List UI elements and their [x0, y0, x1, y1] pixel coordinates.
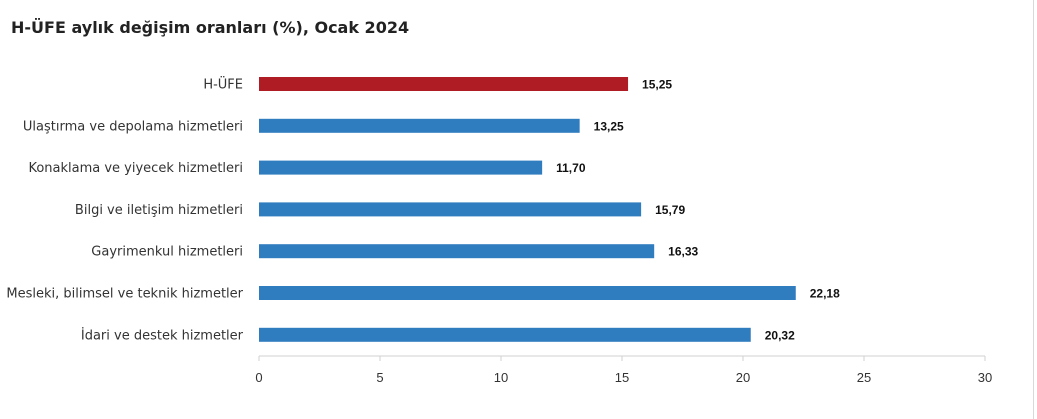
x-tick-label: 10 [494, 370, 508, 385]
category-label: Mesleki, bilimsel ve teknik hizmetler [6, 287, 243, 302]
value-label: 11,70 [556, 161, 586, 175]
category-label: Konaklama ve yiyecek hizmetleri [28, 161, 243, 176]
value-label: 20,32 [765, 328, 795, 342]
category-label: Gayrimenkul hizmetleri [91, 245, 243, 260]
bar [259, 327, 751, 342]
x-tick-label: 15 [615, 370, 629, 385]
value-label: 22,18 [810, 287, 840, 301]
category-label: Bilgi ve iletişim hizmetleri [75, 203, 243, 218]
bar [259, 118, 580, 133]
category-label: Ulaştırma ve depolama hizmetleri [23, 119, 243, 134]
x-tick-label: 25 [857, 370, 871, 385]
x-tick-label: 20 [736, 370, 750, 385]
x-tick-label: 30 [978, 370, 992, 385]
category-label: H-ÜFE [203, 76, 243, 93]
bar [259, 160, 543, 175]
value-label: 13,25 [594, 119, 624, 133]
bar [259, 286, 796, 300]
x-tick-label: 0 [255, 370, 262, 385]
x-tick-label: 5 [376, 370, 383, 385]
bar [259, 244, 655, 259]
value-label: 15,25 [642, 78, 672, 92]
category-label: İdari ve destek hizmetler [81, 327, 244, 343]
value-label: 15,79 [655, 203, 685, 217]
bar [259, 202, 642, 217]
chart-title: H-ÜFE aylık değişim oranları (%), Ocak 2… [11, 18, 410, 37]
value-label: 16,33 [668, 245, 698, 259]
bar [259, 77, 629, 91]
panel-border [1033, 0, 1034, 419]
